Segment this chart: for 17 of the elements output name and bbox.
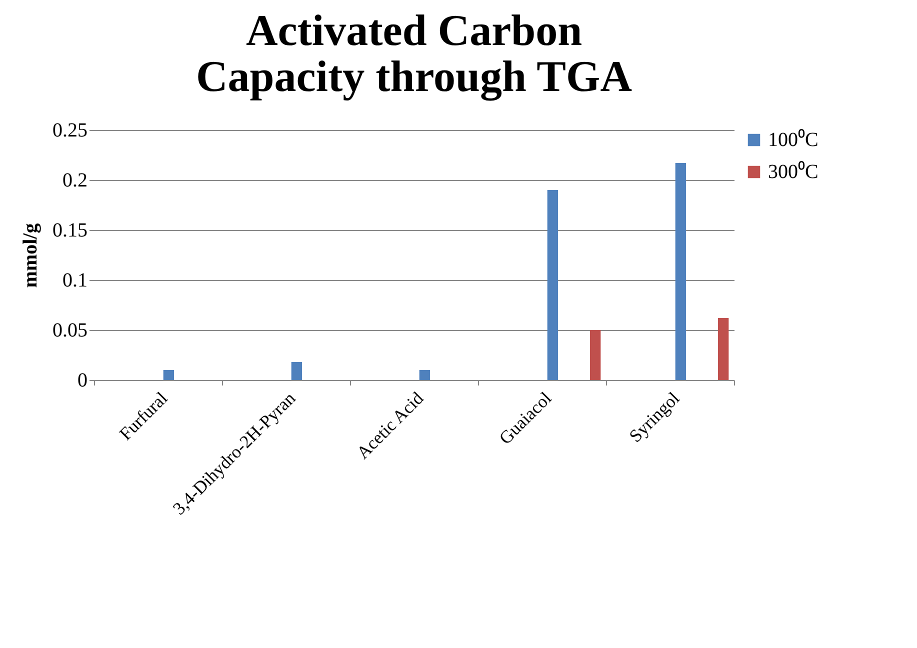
bar [718,318,729,380]
bar [163,370,174,380]
y-tick-label: 0.25 [52,120,88,142]
y-tick-label: 0 [78,370,88,392]
y-tick-label: 0.15 [52,220,88,242]
legend-label: 100⁰C [768,128,818,151]
y-tick-label: 0.2 [62,170,88,192]
bar [675,163,686,380]
y-tick-label: 0.05 [52,320,88,342]
legend-label: 300⁰C [768,160,818,183]
bar [590,330,601,380]
bar [547,190,558,380]
bar [419,370,430,380]
y-tick-label: 0.1 [62,270,88,292]
y-axis-title: mmol/g [20,223,42,288]
bar [291,362,302,380]
chart-title: Activated Carbon Capacity through TGA [196,6,632,101]
